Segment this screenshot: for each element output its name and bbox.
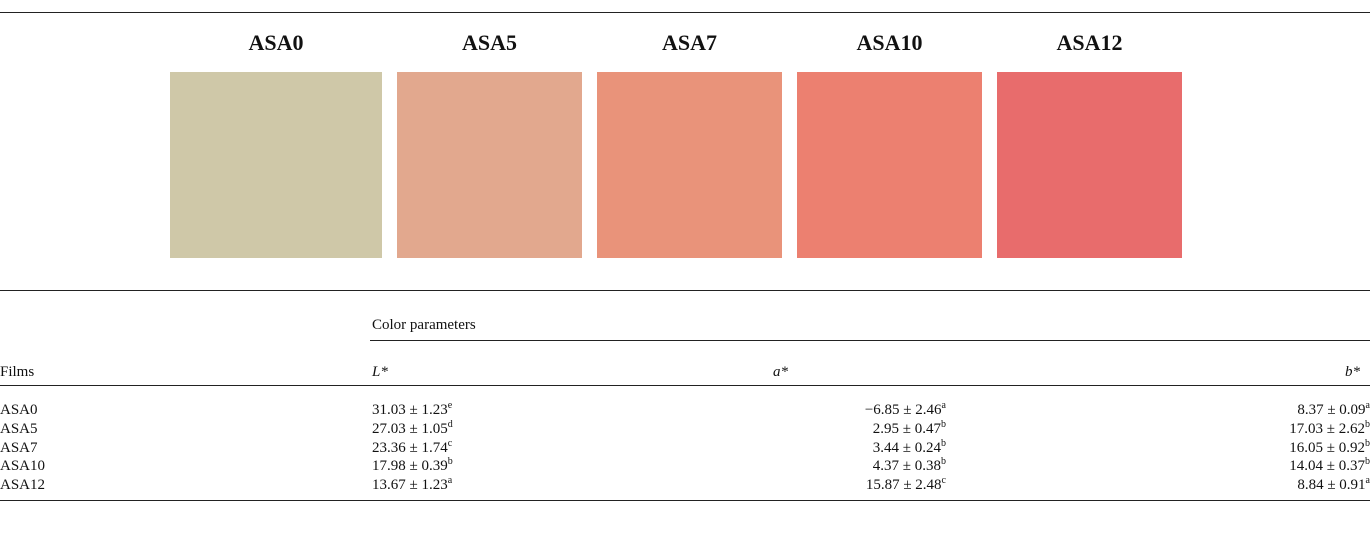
cell-value: 15.87 ± 2.48 xyxy=(866,477,942,493)
cell-superscript: b xyxy=(941,419,946,430)
sample-swatch xyxy=(797,72,982,258)
table-cell: 27.03 ± 1.05d xyxy=(372,420,453,438)
table-cell: 15.87 ± 2.48c xyxy=(866,476,946,494)
cell-superscript: d xyxy=(448,419,453,430)
table-cell: ASA10 xyxy=(0,457,45,475)
header: L* xyxy=(372,363,388,381)
sample-label: ASA7 xyxy=(590,30,790,56)
cell-superscript: c xyxy=(942,475,946,486)
cell-superscript: e xyxy=(448,400,452,411)
table-cell: ASA0 xyxy=(0,401,38,419)
cell-value: 23.36 ± 1.74 xyxy=(372,440,448,456)
sample-swatch xyxy=(170,72,382,258)
cell-value: 17.03 ± 2.62 xyxy=(1289,421,1365,437)
bottom-rule xyxy=(0,500,1370,501)
cell-value: 27.03 ± 1.05 xyxy=(372,421,448,437)
cell-superscript: a xyxy=(1366,475,1370,486)
table-cell: ASA7 xyxy=(0,439,38,457)
cell-superscript: b xyxy=(1365,456,1370,467)
table-cell: 3.44 ± 0.24b xyxy=(873,439,946,457)
cell-superscript: b xyxy=(448,456,453,467)
table-cell: ASA12 xyxy=(0,476,45,494)
table-cell: 17.98 ± 0.39b xyxy=(372,457,453,475)
cell-value: 17.98 ± 0.39 xyxy=(372,458,448,474)
cell-superscript: b xyxy=(941,456,946,467)
table-cell: 2.95 ± 0.47b xyxy=(873,420,946,438)
header-rule xyxy=(0,385,1370,386)
cell-value: 4.37 ± 0.38 xyxy=(873,458,941,474)
table-cell: −6.85 ± 2.46a xyxy=(865,401,946,419)
sample-label: ASA12 xyxy=(990,30,1190,56)
header: a* xyxy=(773,363,788,381)
table-top-rule xyxy=(0,290,1370,291)
table-cell: 31.03 ± 1.23e xyxy=(372,401,452,419)
cell-superscript: a xyxy=(1366,400,1370,411)
table-cell: 4.37 ± 0.38b xyxy=(873,457,946,475)
cell-value: 16.05 ± 0.92 xyxy=(1289,440,1365,456)
sample-label: ASA10 xyxy=(790,30,990,56)
table-cell: 8.37 ± 0.09a xyxy=(1297,401,1370,419)
cell-value: 2.95 ± 0.47 xyxy=(873,421,941,437)
cell-value: −6.85 ± 2.46 xyxy=(865,402,942,418)
cell-value: 3.44 ± 0.24 xyxy=(873,440,941,456)
page: ASA0ASA5ASA7ASA10ASA12 Color parameters … xyxy=(0,0,1370,537)
cell-value: 14.04 ± 0.37 xyxy=(1289,458,1365,474)
table-cell: 14.04 ± 0.37b xyxy=(1289,457,1370,475)
cell-value: 13.67 ± 1.23 xyxy=(372,477,448,493)
cell-value: 31.03 ± 1.23 xyxy=(372,402,448,418)
cell-value: 8.84 ± 0.91 xyxy=(1297,477,1365,493)
sample-swatch xyxy=(997,72,1182,258)
sample-swatch xyxy=(397,72,582,258)
header: Films xyxy=(0,363,34,381)
table-cell: 8.84 ± 0.91a xyxy=(1297,476,1370,494)
group-rule xyxy=(370,340,1370,341)
table-cell: 16.05 ± 0.92b xyxy=(1289,439,1370,457)
cell-superscript: a xyxy=(448,475,452,486)
header: b* xyxy=(1345,363,1360,381)
cell-superscript: b xyxy=(1365,419,1370,430)
table-cell: 17.03 ± 2.62b xyxy=(1289,420,1370,438)
cell-superscript: a xyxy=(942,400,946,411)
cell-superscript: b xyxy=(1365,438,1370,449)
table-cell: 23.36 ± 1.74c xyxy=(372,439,452,457)
group-header: Color parameters xyxy=(372,316,476,334)
cell-superscript: c xyxy=(448,438,452,449)
sample-label: ASA5 xyxy=(390,30,590,56)
table-cell: 13.67 ± 1.23a xyxy=(372,476,452,494)
cell-value: 8.37 ± 0.09 xyxy=(1297,402,1365,418)
cell-superscript: b xyxy=(941,438,946,449)
table-cell: ASA5 xyxy=(0,420,38,438)
sample-label: ASA0 xyxy=(176,30,376,56)
top-rule xyxy=(0,12,1370,13)
sample-swatch xyxy=(597,72,782,258)
